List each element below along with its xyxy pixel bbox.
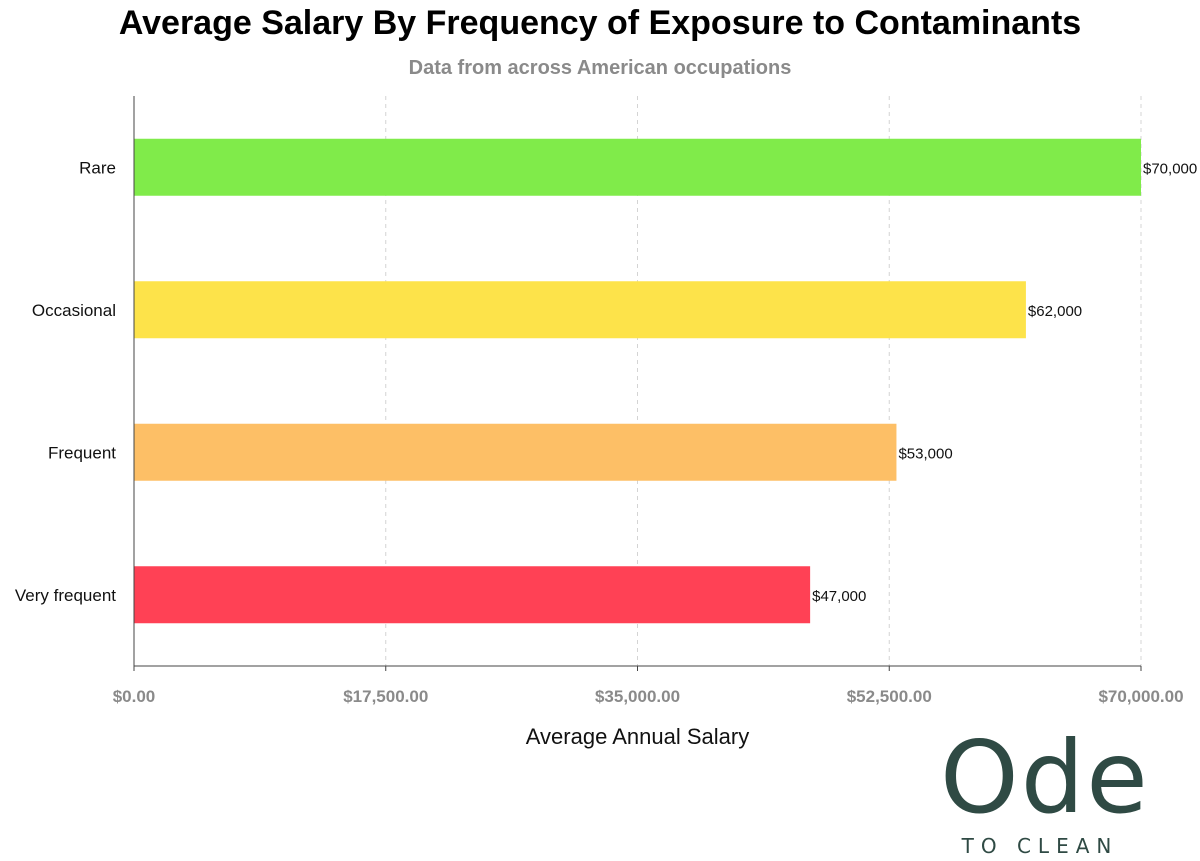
y-tick-label: Frequent — [48, 443, 116, 462]
bar-value-label: $70,000 — [1143, 160, 1197, 177]
x-tick-label: $0.00 — [113, 687, 156, 706]
brand-logo: Ode TO CLEAN — [940, 719, 1150, 859]
bar-occasional — [134, 281, 1026, 339]
x-tick-label: $17,500.00 — [343, 687, 428, 706]
chart-subtitle: Data from across American occupations — [408, 57, 792, 79]
bar-very-frequent — [134, 566, 811, 624]
chart-title: Average Salary By Frequency of Exposure … — [118, 4, 1082, 42]
logo-wordmark: Ode — [940, 719, 1150, 836]
bar-value-label: $53,000 — [898, 445, 952, 462]
x-axis-label: Average Annual Salary — [525, 724, 750, 749]
bar-rare — [134, 138, 1141, 196]
bar-value-label: $47,000 — [812, 588, 866, 605]
x-tick-label: $70,000.00 — [1098, 687, 1183, 706]
y-tick-label: Occasional — [32, 301, 116, 320]
x-tick-label: $35,000.00 — [595, 687, 680, 706]
logo-tagline: TO CLEAN — [961, 834, 1119, 858]
y-tick-label: Rare — [79, 158, 116, 177]
y-tick-label: Very frequent — [15, 586, 116, 605]
bar-value-label: $62,000 — [1028, 303, 1082, 320]
bar-frequent — [134, 423, 897, 481]
x-tick-label: $52,500.00 — [847, 687, 932, 706]
